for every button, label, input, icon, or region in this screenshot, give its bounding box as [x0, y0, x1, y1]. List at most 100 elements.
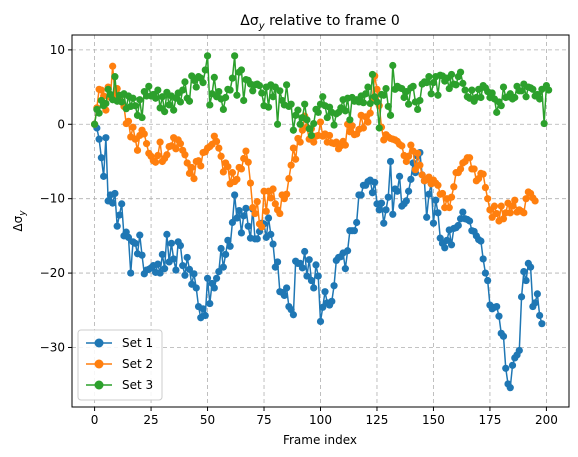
data-point [447, 241, 456, 249]
data-point [384, 193, 392, 201]
data-point [438, 189, 447, 198]
data-point [310, 119, 318, 128]
data-point [398, 142, 406, 150]
data-point [407, 141, 415, 149]
data-point [321, 288, 329, 296]
data-point [154, 151, 162, 160]
data-point [303, 272, 311, 280]
data-point [341, 141, 349, 149]
data-point [269, 185, 277, 193]
data-point [206, 101, 214, 109]
x-tick-label: 200 [535, 413, 558, 427]
data-point [206, 299, 214, 308]
data-point [375, 124, 383, 132]
data-point [330, 282, 338, 290]
x-axis-label: Frame index [283, 433, 357, 447]
data-point [289, 311, 297, 319]
data-point [499, 332, 508, 340]
data-point [479, 170, 487, 178]
data-point [527, 263, 535, 271]
data-point [224, 236, 232, 244]
data-point [237, 66, 246, 74]
data-point [176, 140, 185, 148]
data-point [416, 96, 424, 105]
data-point [377, 199, 386, 207]
data-point [273, 258, 282, 266]
data-point [484, 195, 492, 203]
data-point [224, 163, 232, 171]
data-point [393, 187, 401, 195]
data-point [285, 174, 293, 183]
data-point [481, 269, 490, 277]
data-point [172, 266, 180, 274]
data-point [151, 94, 160, 102]
data-point [506, 209, 514, 217]
data-point [131, 102, 139, 110]
data-point [219, 105, 227, 113]
data-point [181, 271, 189, 279]
data-point [97, 86, 105, 94]
data-point [138, 251, 146, 259]
data-point [384, 102, 392, 111]
data-point [231, 191, 239, 199]
data-point [262, 207, 270, 215]
data-point [479, 255, 487, 263]
data-point [312, 261, 320, 269]
data-point [364, 118, 372, 126]
data-point [210, 73, 218, 82]
data-point [158, 93, 166, 101]
data-point [124, 233, 133, 241]
data-point [156, 269, 164, 277]
data-point [199, 79, 207, 87]
series-line [93, 55, 550, 139]
data-point [466, 154, 474, 162]
data-point [258, 89, 266, 97]
data-point [283, 81, 291, 89]
y-tick-label: 10 [50, 43, 65, 57]
data-point [264, 214, 273, 222]
data-point [111, 73, 119, 81]
data-point [249, 87, 257, 95]
data-point [445, 204, 453, 212]
data-point [368, 189, 377, 197]
data-point [450, 183, 458, 191]
data-point [373, 85, 381, 93]
data-point [233, 214, 241, 222]
data-point [231, 52, 239, 60]
data-point [170, 255, 178, 263]
data-point [522, 93, 530, 101]
data-point [136, 96, 144, 104]
x-tick-label: 0 [91, 413, 99, 427]
data-point [429, 79, 438, 87]
data-point [395, 172, 404, 180]
data-point [511, 196, 519, 204]
data-point [341, 265, 349, 273]
data-point [138, 113, 146, 122]
data-point [264, 103, 273, 111]
data-point [506, 384, 514, 392]
data-point [536, 311, 544, 320]
x-tick-label: 75 [256, 413, 271, 427]
data-point [296, 138, 304, 146]
data-point [102, 99, 110, 108]
data-point [316, 317, 325, 326]
data-point [176, 241, 185, 250]
data-point [280, 291, 288, 299]
data-point [113, 222, 121, 230]
data-point [359, 99, 368, 107]
data-point [124, 117, 133, 125]
data-point [287, 161, 295, 169]
data-point [185, 169, 194, 177]
data-point [350, 227, 358, 235]
data-point [185, 97, 194, 105]
data-point [181, 78, 189, 86]
data-point [502, 364, 510, 372]
data-point [386, 111, 395, 119]
data-point [201, 66, 209, 74]
data-point [228, 218, 236, 227]
data-point [240, 212, 248, 220]
data-point [531, 299, 539, 307]
data-point [244, 158, 252, 166]
x-tick-label: 50 [200, 413, 215, 427]
data-point [314, 272, 322, 280]
